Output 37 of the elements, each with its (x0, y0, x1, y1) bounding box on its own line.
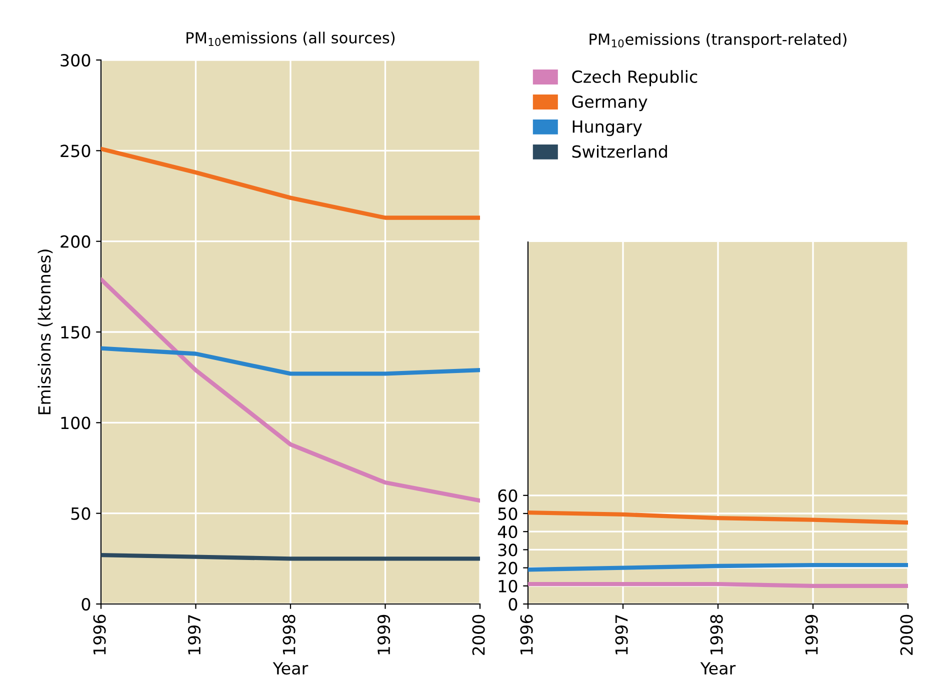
legend-label: Switzerland (572, 144, 667, 158)
line-series (528, 510, 908, 525)
x-tick-label: 2000 (472, 614, 485, 655)
y-tick-label: 10 (498, 580, 518, 592)
legend-label: Czech Republic (572, 70, 698, 86)
line-series (101, 146, 480, 220)
x-tick-label: 1997 (188, 615, 201, 654)
y-tick-label: 0 (82, 598, 90, 611)
y-tick-label: 150 (61, 326, 90, 339)
line-series (101, 277, 480, 503)
x-tick-label: 1996 (93, 614, 106, 654)
chart-title: PM$_{10}$emissions (transport-related) (590, 33, 846, 48)
y-tick-label: 60 (498, 489, 518, 502)
y-tick-label: 250 (60, 144, 90, 158)
y-tick-label: 300 (60, 54, 90, 67)
y-tick-label: 0 (508, 598, 518, 611)
x-tick-label: 2000 (900, 614, 913, 655)
y-tick-label: 50 (71, 507, 90, 520)
y-tick-label: 50 (498, 507, 518, 520)
x-tick-label: 1996 (520, 614, 533, 654)
chart-title: PM$_{10}$emissions (all sources) (186, 32, 395, 46)
y-axis-title: Emissions (ktonnes) (38, 250, 53, 414)
x-tick-label: 1997 (615, 615, 628, 654)
y-tick-label: 20 (498, 562, 518, 574)
y-tick-label: 40 (498, 526, 518, 538)
x-tick-label: 1998 (282, 614, 296, 654)
x-axis-title: Year (700, 662, 736, 675)
line-series (101, 346, 480, 376)
x-tick-label: 1998 (710, 614, 723, 654)
y-tick-label: 30 (498, 544, 518, 556)
x-tick-label: 1999 (377, 614, 390, 654)
legend-label: Germany (572, 95, 648, 112)
x-axis-title: Year (272, 662, 308, 675)
y-tick-label: 100 (61, 416, 90, 430)
y-tick-label: 200 (60, 235, 90, 248)
legend-label: Hungary (572, 120, 642, 136)
x-tick-label: 1999 (805, 614, 818, 654)
